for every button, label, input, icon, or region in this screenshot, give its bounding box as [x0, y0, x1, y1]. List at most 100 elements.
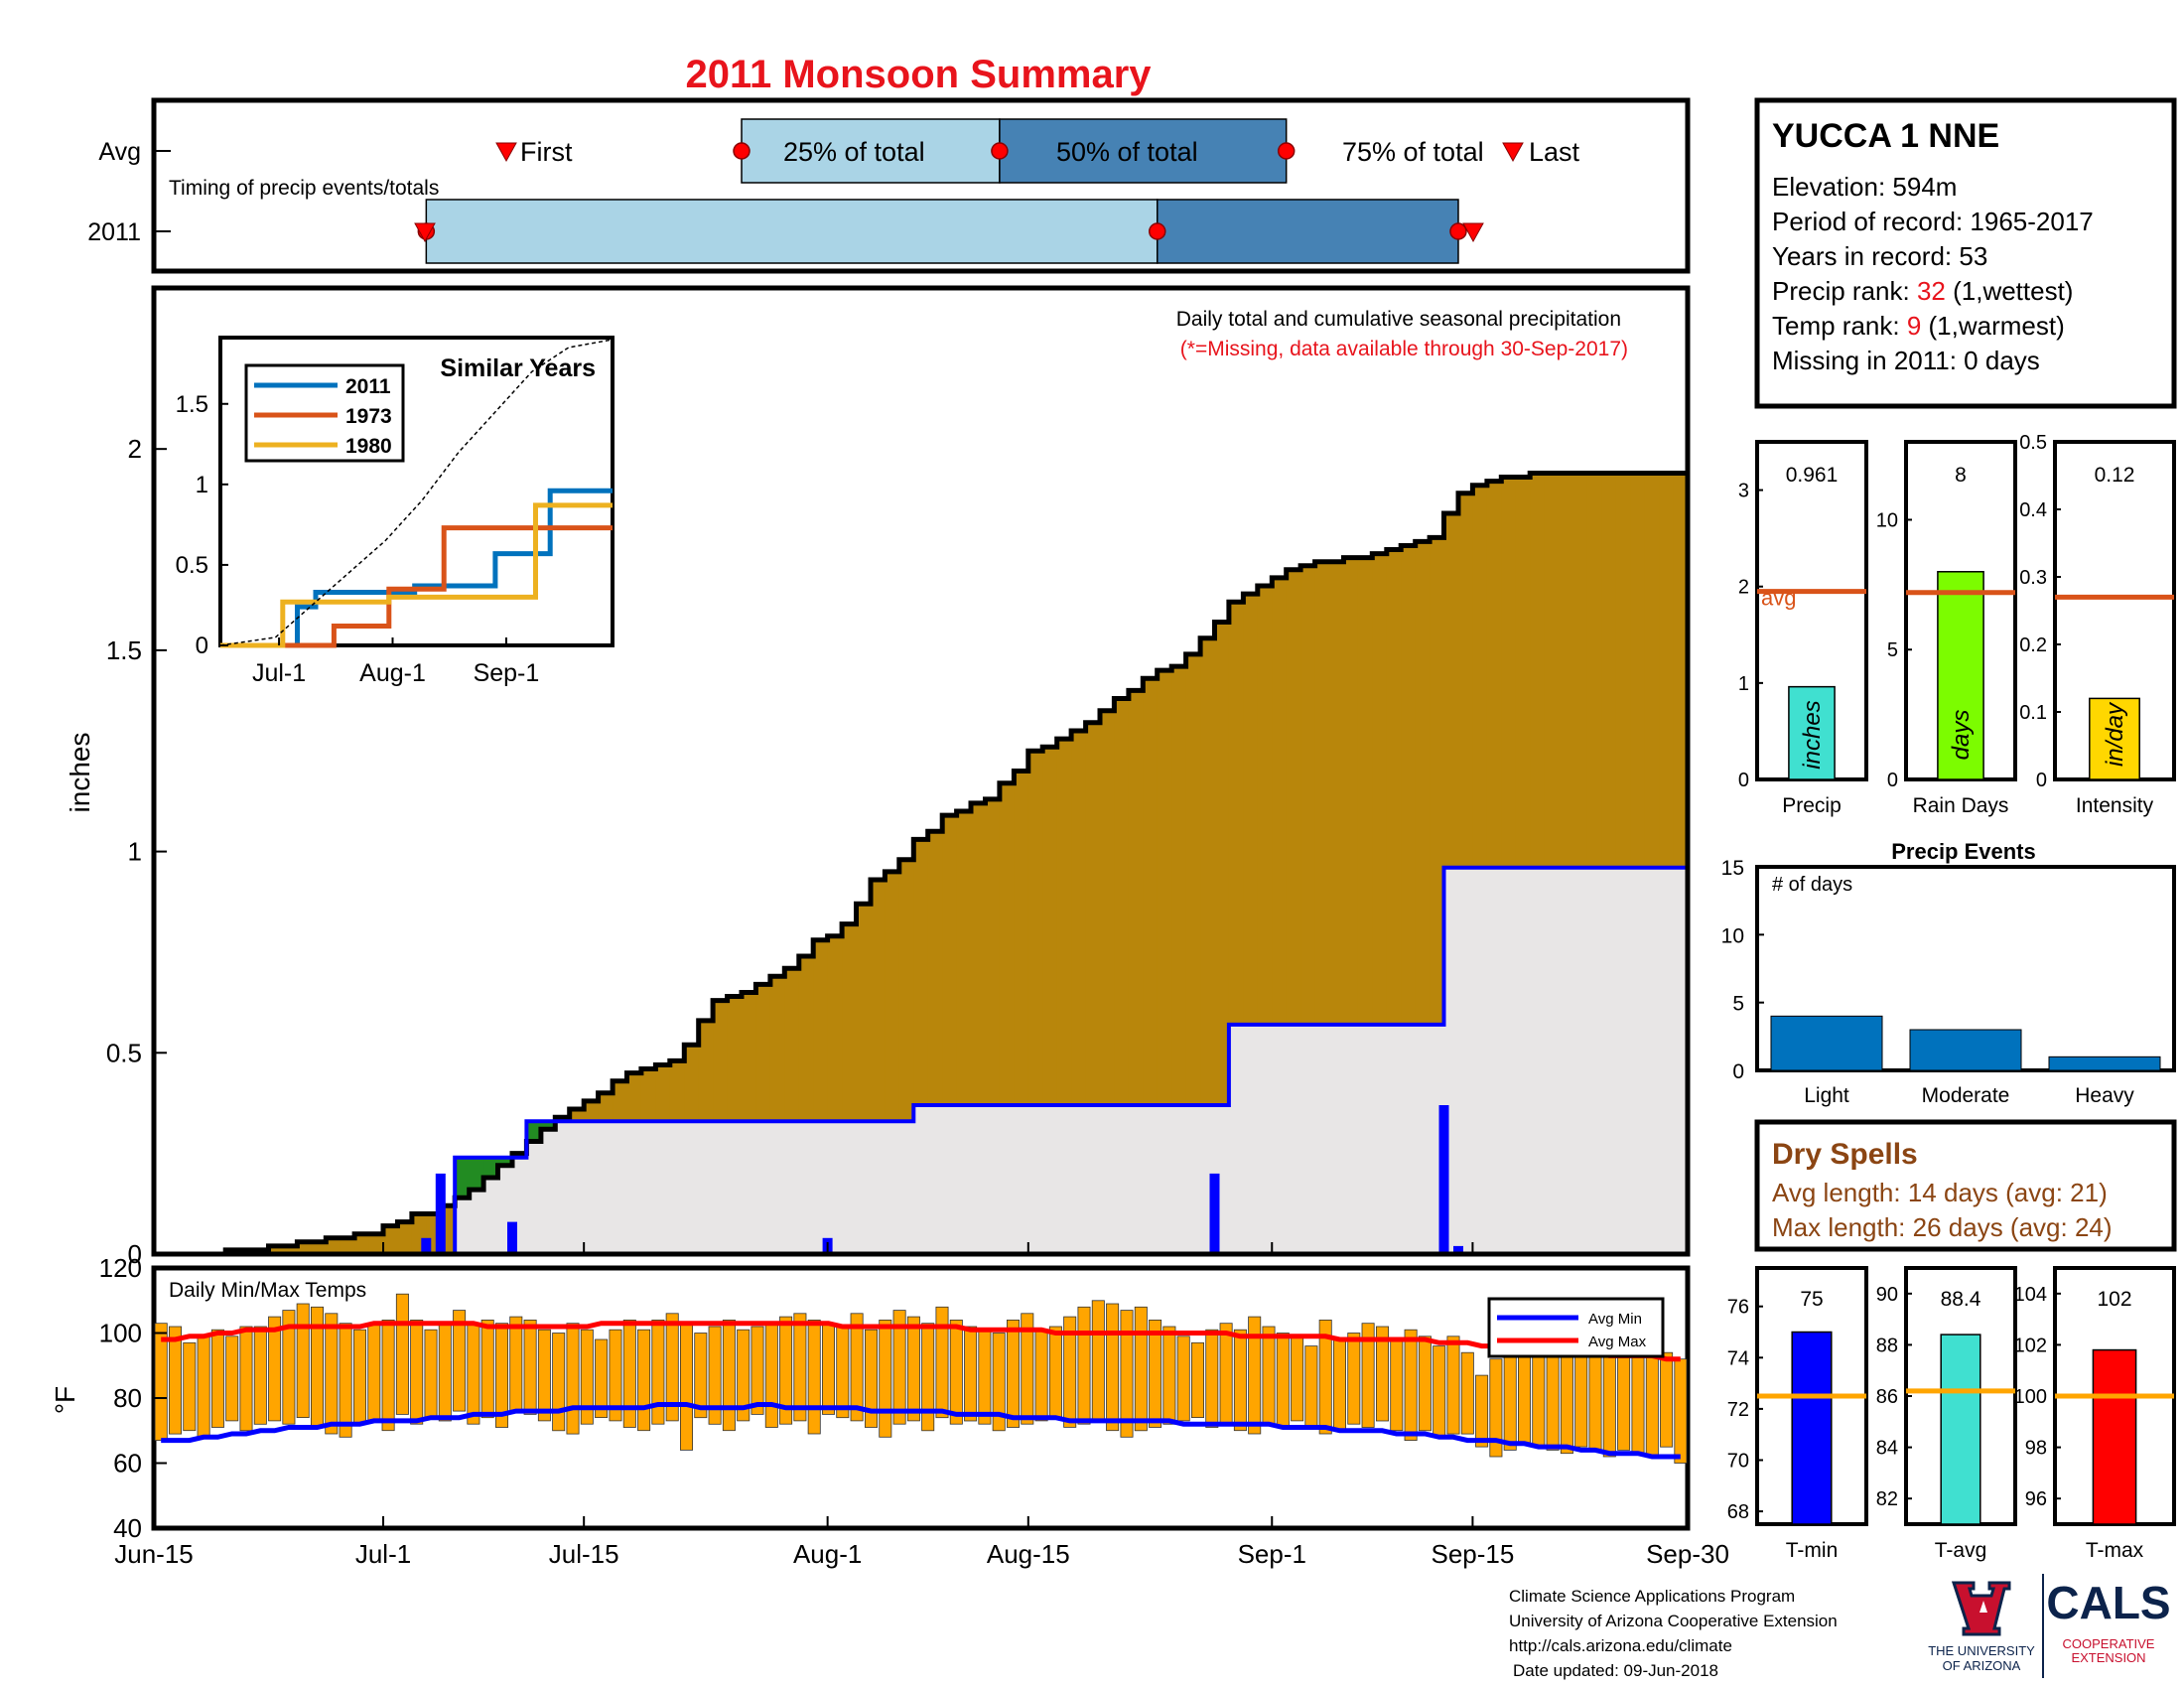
events-y-tick-label: 0 [1732, 1060, 1744, 1083]
deficit-fill [1157, 670, 1172, 1105]
deficit-fill [742, 992, 756, 1122]
deficit-fill [1615, 473, 1631, 868]
temp-summary-bar [2092, 1348, 2137, 1525]
station-frame [1754, 97, 2177, 409]
avg-max-line [161, 1321, 1681, 1362]
deficit-fill [1185, 653, 1201, 1105]
temp-range-bar [1617, 1348, 1631, 1451]
temp-range-bar [807, 1320, 821, 1435]
temp-range-bar [395, 1293, 409, 1415]
events-bar [1770, 1015, 1883, 1071]
temp-summary-value: 102 [2097, 1288, 2131, 1311]
surplus-fill [497, 1157, 513, 1166]
temp-range-bar [1418, 1336, 1432, 1432]
temp-range-bar [325, 1313, 339, 1435]
deficit-fill [1415, 541, 1431, 1025]
temp-range-bar [1475, 1374, 1489, 1448]
temp-range-bar [992, 1333, 1006, 1432]
temp-y-tick-label: 40 [113, 1513, 142, 1543]
temp-range-bar [822, 1323, 836, 1415]
deficit-fill [698, 1020, 714, 1122]
temp-range-bar [1291, 1336, 1304, 1422]
temp-range-bar [339, 1323, 352, 1438]
inset-y-tick-label: 0.5 [176, 552, 208, 579]
temp-summary-bar [1791, 1331, 1833, 1525]
precip-summary-value: 0.12 [2095, 464, 2135, 487]
deficit-fill [885, 871, 900, 1122]
timing-bars [414, 118, 1524, 264]
temp-range-bar [1063, 1316, 1077, 1428]
temp-range-bar [1091, 1300, 1105, 1422]
date-tick-label: Sep-30 [1646, 1539, 1729, 1569]
deficit-fill [1085, 722, 1101, 1105]
deficit-fill [1042, 747, 1058, 1105]
precip-summary-tick-label: 0 [1738, 770, 1749, 791]
temp-range-bar [935, 1306, 949, 1419]
precip-summary-label: Precip [1782, 794, 1842, 817]
temp-range-bar [537, 1329, 551, 1422]
temp-range-bar [921, 1323, 935, 1432]
timing-avg-percentile-marker [733, 142, 751, 160]
footer-line-1: Climate Science Applications Program [1509, 1587, 1795, 1606]
temp-range-bar [1106, 1303, 1120, 1432]
temp-range-bar [1248, 1316, 1262, 1435]
inset-line-1973 [220, 525, 613, 648]
temp-range-bar [1318, 1320, 1332, 1435]
temp-summary-tick-label: 68 [1727, 1501, 1749, 1523]
deficit-fill [383, 1225, 398, 1254]
temp-range-bar [509, 1316, 523, 1412]
timing-2011-percentile-marker [1148, 222, 1166, 240]
footer-line-4: Date updated: 09-Jun-2018 [1513, 1661, 1718, 1680]
temp-summary-tick-label: 96 [2025, 1488, 2047, 1510]
cumulative-2011-line [154, 865, 1688, 1256]
temp-range-bar [1361, 1323, 1375, 1428]
ua-logo-line-2: OF ARIZONA [1943, 1658, 2021, 1673]
temp-range-bar [906, 1316, 920, 1422]
inset-x-tick-label: Sep-1 [474, 659, 540, 687]
deficit-fill [283, 1245, 298, 1254]
temp-range-bar [197, 1336, 210, 1438]
deficit-fill [871, 880, 886, 1122]
temp-range-bar [751, 1326, 764, 1415]
temp-range-bar [410, 1320, 424, 1425]
similar-years-inset: 0 0.5 1 1.5 Jul-1 Aug-1 Sep-1 Similar Years 20… [176, 336, 614, 687]
temp-rank-label: Temp rank: [1772, 311, 1907, 341]
temp-summary-tick-label: 76 [1727, 1297, 1749, 1319]
temp-range-bar [1120, 1310, 1134, 1438]
temp-range-bar [793, 1313, 807, 1422]
deficit-fill [584, 1100, 600, 1122]
deficit-fill [713, 1000, 729, 1122]
temp-range-bar [296, 1303, 310, 1418]
precip-summary-tick-label: 0.2 [2019, 634, 2047, 656]
deficit-fill [755, 984, 771, 1122]
temp-summary-tick-label: 88 [1876, 1335, 1898, 1356]
precip-summary-panels: 0 1 2 3 0.961 Precip inches avg 0 5 10 8 Rain Days da… [1738, 432, 2176, 817]
deficit-fill [1501, 477, 1517, 868]
temp-range-bar [1404, 1329, 1418, 1441]
temp-range-bar [1433, 1345, 1446, 1438]
dry-spells-title: Dry Spells [1772, 1138, 1918, 1171]
deficit-fill [640, 1068, 656, 1122]
events-title: Precip Events [1891, 839, 2036, 864]
precip-rank-value: 32 [1917, 276, 1946, 306]
surplus-fill [483, 1157, 499, 1178]
temp-range-bar [1390, 1338, 1404, 1432]
surplus-fill [526, 1121, 542, 1142]
timing-label-first: First [520, 137, 573, 167]
deficit-fill [1386, 549, 1402, 1025]
temp-summary-tick-label: 84 [1876, 1438, 1898, 1460]
deficit-fill [569, 1109, 585, 1122]
temp-range-bar [1219, 1323, 1233, 1425]
deficit-fill [913, 839, 929, 1105]
main-plot-area [154, 471, 1689, 1257]
deficit-fill [326, 1237, 341, 1254]
main-y-tick-label: 2 [128, 434, 142, 464]
timing-avg-50-75-bar [999, 118, 1288, 184]
temp-range-bar [1660, 1351, 1674, 1448]
deficit-fill [1056, 739, 1072, 1105]
temp-range-bar [850, 1313, 864, 1422]
date-tick-label: Jul-15 [549, 1539, 619, 1569]
deficit-fill [1100, 710, 1115, 1105]
date-axis-ticks: Jun-15 Jul-1 Jul-15 Aug-1 Aug-15 Sep-1 Sep-15 S… [114, 1242, 1729, 1569]
temp-range-bar [1162, 1326, 1176, 1425]
